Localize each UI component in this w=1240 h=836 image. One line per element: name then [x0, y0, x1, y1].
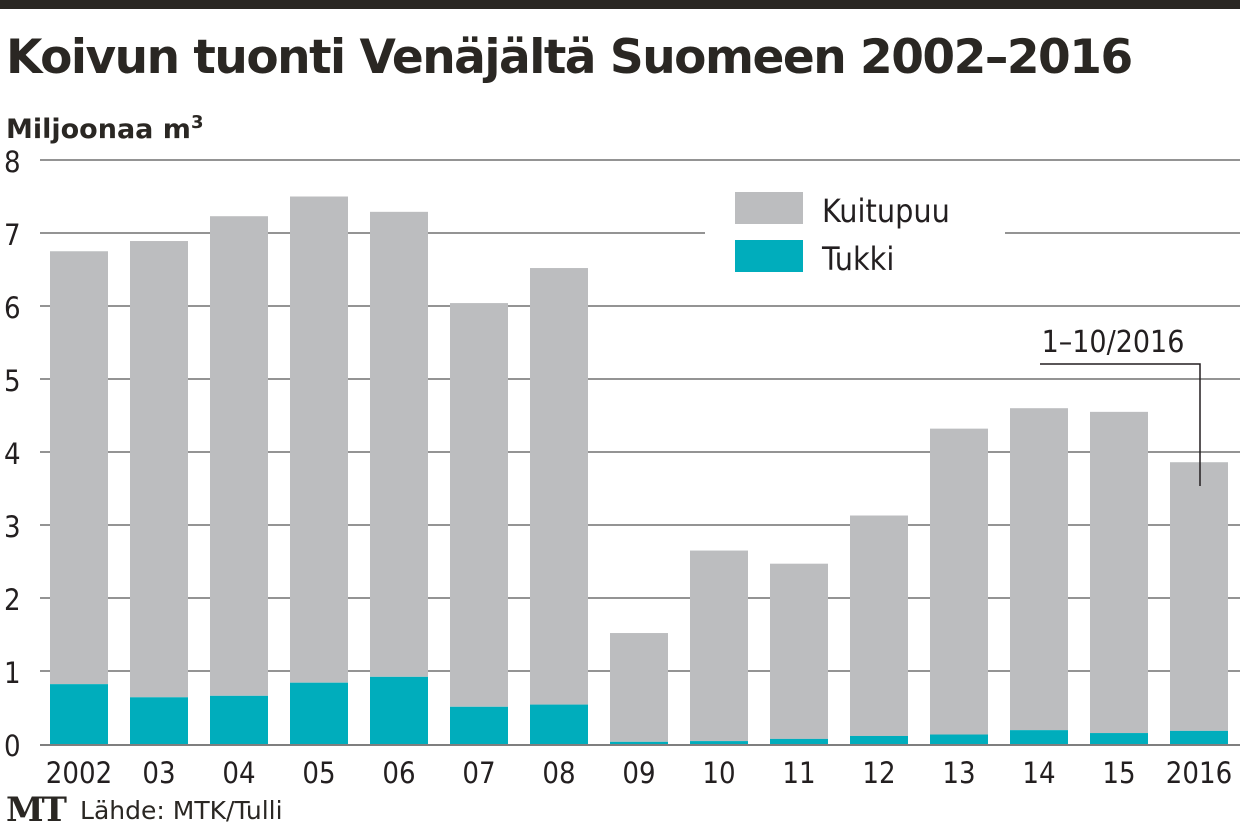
x-tick-label: 04: [222, 756, 255, 790]
bar-kuitupuu-09: [610, 633, 668, 742]
bar-kuitupuu-08: [530, 268, 588, 705]
bar-tukki-10: [690, 741, 748, 744]
x-tick-label: 09: [622, 756, 655, 790]
x-tick-label: 05: [302, 756, 335, 790]
x-tick-label: 2002: [46, 756, 112, 790]
y-tick-label: 2: [4, 583, 21, 617]
x-tick-label: 2016: [1166, 756, 1232, 790]
bar-tukki-11: [770, 738, 828, 744]
bar-tukki-06: [370, 676, 428, 744]
unit-text: Miljoonaa m: [6, 114, 191, 145]
bar-kuitupuu-14: [1010, 408, 1068, 731]
bar-kuitupuu-2002: [50, 251, 108, 685]
bar-tukki-13: [930, 734, 988, 744]
x-tick-label: 13: [942, 756, 975, 790]
y-axis-unit-label: Miljoonaa m3: [6, 112, 203, 145]
y-tick-label: 3: [4, 510, 21, 544]
legend-swatch-tukki: [735, 240, 803, 272]
y-tick-label: 8: [4, 145, 21, 179]
x-tick-label: 03: [142, 756, 175, 790]
bar-tukki-15: [1090, 733, 1148, 744]
y-tick-label: 0: [4, 729, 21, 763]
x-tick-label: 07: [462, 756, 495, 790]
x-tick-label: 12: [862, 756, 895, 790]
legend-swatch-kuitupuu: [735, 192, 803, 224]
bar-kuitupuu-11: [770, 563, 828, 739]
x-tick-label: 06: [382, 756, 415, 790]
bar-kuitupuu-05: [290, 196, 348, 683]
annotation-leader-line: [1040, 363, 1201, 486]
bar-kuitupuu-13: [930, 428, 988, 735]
legend-label-tukki: Tukki: [821, 240, 894, 278]
bar-tukki-2002: [50, 684, 108, 744]
bar-tukki-04: [210, 695, 268, 744]
bar-tukki-14: [1010, 730, 1068, 744]
y-tick-label: 6: [4, 291, 21, 325]
bar-kuitupuu-10: [690, 550, 748, 742]
x-tick-label: 14: [1022, 756, 1055, 790]
bar-tukki-07: [450, 706, 508, 744]
x-tick-label: 08: [542, 756, 575, 790]
bar-tukki-2016: [1170, 730, 1228, 744]
x-tick-label: 10: [702, 756, 735, 790]
top-rule: [0, 0, 1240, 9]
annotation-text: 1–10/2016: [1042, 325, 1185, 360]
bar-kuitupuu-15: [1090, 411, 1148, 734]
source-note: Lähde: MTK/Tulli: [80, 795, 283, 825]
unit-superscript: 3: [190, 112, 204, 133]
bar-tukki-09: [610, 741, 668, 744]
y-tick-label: 5: [4, 364, 21, 398]
bar-kuitupuu-2016: [1170, 462, 1228, 731]
chart-title: Koivun tuonti Venäjältä Suomeen 2002–201…: [6, 30, 1133, 85]
bar-tukki-05: [290, 682, 348, 744]
bar-kuitupuu-04: [210, 216, 268, 696]
legend-label-kuitupuu: Kuitupuu: [822, 192, 950, 230]
x-tick-label: 11: [782, 756, 815, 790]
bar-kuitupuu-03: [130, 241, 188, 698]
bar-tukki-03: [130, 697, 188, 744]
footer: MT Lähde: MTK/Tulli: [6, 790, 283, 830]
mt-logo: MT: [6, 790, 67, 830]
y-tick-label: 1: [4, 656, 21, 690]
y-tick-label: 7: [4, 218, 21, 252]
bar-kuitupuu-06: [370, 211, 428, 677]
x-tick-label: 15: [1102, 756, 1135, 790]
y-tick-label: 4: [4, 437, 21, 471]
bar-tukki-12: [850, 735, 908, 744]
annotation-background: [1022, 318, 1204, 358]
bar-kuitupuu-07: [450, 303, 508, 707]
bar-kuitupuu-12: [850, 515, 908, 736]
bar-tukki-08: [530, 704, 588, 744]
